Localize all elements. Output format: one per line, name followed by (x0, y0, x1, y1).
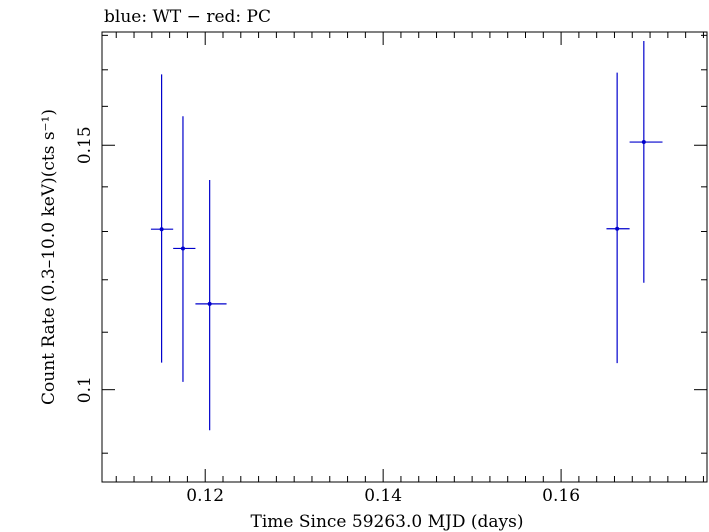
data-point (629, 41, 663, 283)
y-axis-label: Count Rate (0.3–10.0 keV)(cts s⁻¹) (39, 109, 59, 405)
x-tick-label: 0.14 (364, 486, 402, 506)
x-tick-label: 0.12 (186, 486, 224, 506)
y-tick-label: 0.15 (75, 126, 95, 164)
axis-tick-labels: 0.12 0.14 0.16 0.1 0.15 (75, 126, 580, 506)
data-point (606, 72, 630, 364)
data-point-marker (615, 226, 620, 231)
plot-frame (101, 31, 708, 483)
data-points (150, 41, 663, 431)
data-point (195, 179, 227, 431)
data-point (173, 116, 196, 382)
chart-title: blue: WT − red: PC (104, 7, 271, 27)
y-tick-label: 0.1 (75, 376, 95, 403)
axis-ticks (102, 32, 707, 482)
x-tick-label: 0.16 (542, 486, 580, 506)
data-point-marker (207, 301, 212, 306)
data-point-marker (180, 246, 185, 251)
data-point (150, 74, 174, 363)
x-axis-label: Time Since 59263.0 MJD (days) (251, 512, 524, 532)
data-point-marker (159, 227, 164, 232)
data-point-marker (641, 140, 646, 145)
